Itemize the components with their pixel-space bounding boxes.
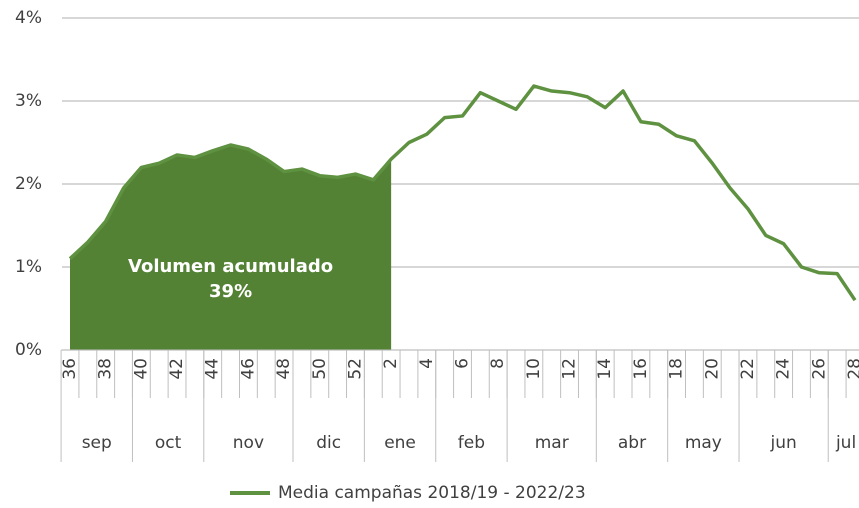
- x-tick-label: 52: [345, 358, 365, 380]
- x-tick-label: 14: [595, 358, 615, 380]
- x-tick-label: 6: [453, 358, 473, 369]
- x-tick-label: 16: [631, 358, 651, 380]
- month-label: nov: [233, 433, 264, 453]
- x-tick-label: 50: [310, 358, 330, 380]
- y-tick-label: 3%: [15, 91, 42, 111]
- x-tick-label: 2: [381, 358, 401, 369]
- month-label: abr: [618, 433, 646, 453]
- month-label: ene: [384, 433, 416, 453]
- x-tick-label: 48: [274, 358, 294, 380]
- x-tick-label: 40: [131, 358, 151, 380]
- y-tick-label: 1%: [15, 257, 42, 277]
- accumulated-area: [70, 144, 392, 350]
- y-tick-label: 2%: [15, 174, 42, 194]
- x-tick-label: 10: [524, 358, 544, 380]
- x-tick-label: 26: [809, 358, 829, 380]
- x-tick-label: 8: [488, 358, 508, 369]
- y-tick-label: 4%: [15, 8, 42, 28]
- x-tick-label: 44: [203, 358, 223, 380]
- area-annotation: 39%: [209, 281, 252, 302]
- month-label: mar: [535, 433, 569, 453]
- x-tick-label: 24: [774, 358, 794, 380]
- x-tick-label: 36: [60, 358, 80, 380]
- x-tick-label: 38: [96, 358, 116, 380]
- x-tick-label: 22: [738, 358, 758, 380]
- series-line: [68, 84, 857, 302]
- x-tick-label: 20: [702, 358, 722, 380]
- month-label: may: [685, 433, 722, 453]
- month-label: jul: [835, 433, 856, 453]
- x-tick-label: 46: [238, 358, 258, 380]
- x-tick-label: 28: [845, 358, 859, 380]
- month-label: oct: [155, 433, 182, 453]
- month-label: sep: [82, 433, 112, 453]
- x-tick-label: 4: [417, 358, 437, 369]
- x-tick-label: 42: [167, 358, 187, 380]
- legend-label: Media campañas 2018/19 - 2022/23: [278, 483, 586, 503]
- month-label: dic: [316, 433, 341, 453]
- month-label: jun: [769, 433, 796, 453]
- month-label: feb: [458, 433, 485, 453]
- x-tick-label: 12: [560, 358, 580, 380]
- x-tick-label: 18: [667, 358, 687, 380]
- y-tick-label: 0%: [15, 340, 42, 360]
- area-annotation: Volumen acumulado: [128, 256, 333, 277]
